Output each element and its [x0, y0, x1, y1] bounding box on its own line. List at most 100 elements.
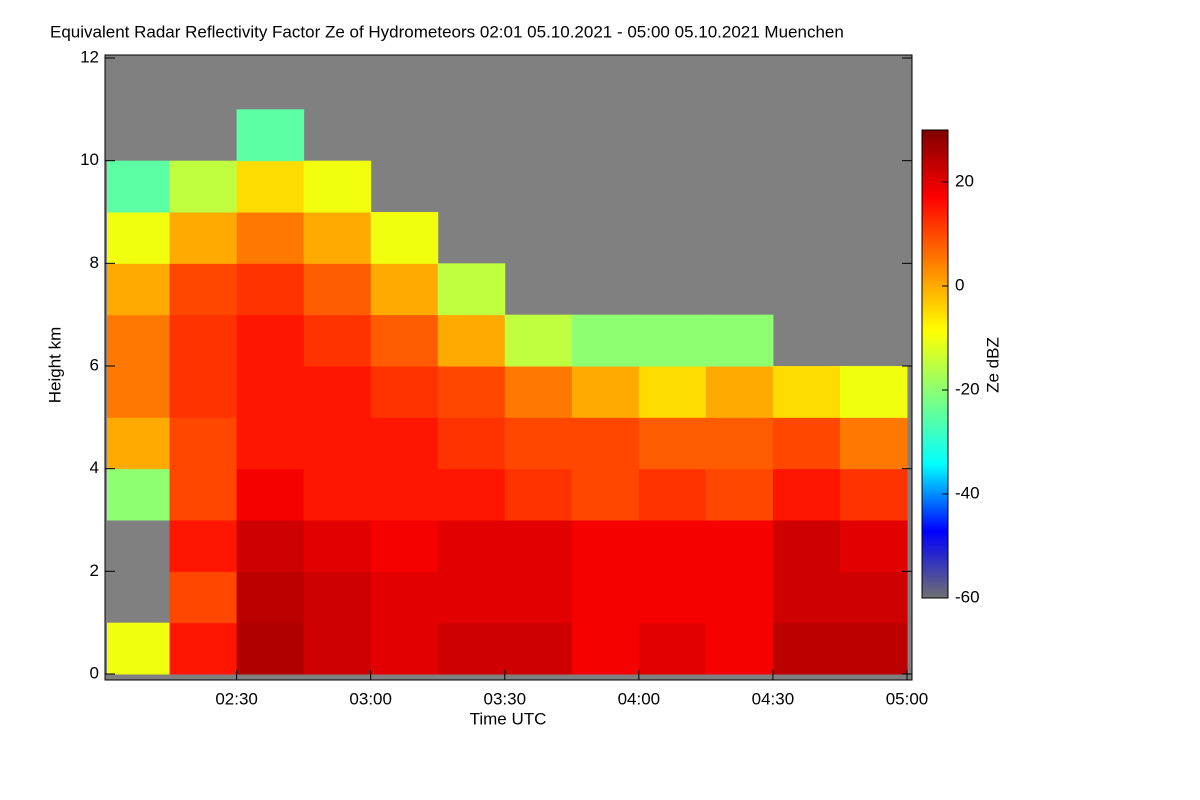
- colorbar: [921, 129, 949, 599]
- heatmap-cell: [839, 417, 908, 470]
- heatmap-cell: [504, 417, 573, 470]
- heatmap-cell: [303, 366, 372, 418]
- heatmap-cell: [236, 109, 305, 162]
- x-tick-label: 02:30: [215, 689, 258, 708]
- heatmap-cell: [370, 212, 439, 264]
- heatmap-cell: [169, 520, 238, 572]
- heatmap-cell: [437, 366, 506, 418]
- heatmap-cell: [638, 622, 707, 675]
- heatmap-cell: [303, 160, 372, 213]
- heatmap-cell: [571, 417, 640, 470]
- heatmap-cell: [303, 212, 372, 264]
- x-tick-label: 05:00: [886, 689, 929, 708]
- heatmap-cell: [638, 520, 707, 572]
- heatmap-cell: [638, 468, 707, 521]
- heatmap-cell: [169, 212, 238, 264]
- y-tick-label: 0: [90, 663, 99, 682]
- heatmap-cell: [504, 520, 573, 572]
- heatmap-cell: [370, 520, 439, 572]
- heatmap-cell: [107, 366, 171, 418]
- heatmap-cell: [772, 571, 841, 624]
- heatmap-cell: [705, 622, 774, 675]
- heatmap-cell: [370, 571, 439, 624]
- y-axis-label: Height km: [45, 327, 64, 404]
- heatmap-cell: [839, 622, 908, 675]
- heatmap-cell: [236, 468, 305, 521]
- heatmap-cell: [705, 314, 774, 367]
- heatmap-cell: [504, 622, 573, 675]
- colorbar-tick-label: 20: [955, 171, 974, 190]
- heatmap-cell: [107, 263, 171, 316]
- heatmap-cell: [571, 366, 640, 418]
- heatmap-cell: [638, 314, 707, 367]
- heatmap-cell: [437, 468, 506, 521]
- heatmap-cell: [705, 417, 774, 470]
- heatmap-cell: [772, 417, 841, 470]
- heatmap-cell: [638, 571, 707, 624]
- y-tick-label: 10: [80, 150, 99, 169]
- heatmap-cell: [303, 468, 372, 521]
- plot-frame: [104, 54, 913, 681]
- heatmap-cell: [169, 417, 238, 470]
- heatmap-cell: [107, 314, 171, 367]
- heatmap-cell: [107, 468, 171, 521]
- y-tick-label: 6: [90, 355, 99, 374]
- heatmap-cell: [638, 417, 707, 470]
- heatmap-cell: [236, 417, 305, 470]
- heatmap-cell: [504, 468, 573, 521]
- heatmap-cell: [236, 520, 305, 572]
- heatmap-cell: [705, 520, 774, 572]
- heatmap-cell: [370, 263, 439, 316]
- heatmap-cell: [169, 314, 238, 367]
- heatmap-cell: [236, 314, 305, 367]
- heatmap-cell: [169, 571, 238, 624]
- heatmap-cell: [370, 417, 439, 470]
- heatmap-cell: [107, 160, 171, 213]
- heatmap-cell: [437, 520, 506, 572]
- heatmap-cell: [437, 314, 506, 367]
- heatmap-cell: [236, 571, 305, 624]
- heatmap-cell: [107, 417, 171, 470]
- heatmap-cell: [370, 314, 439, 367]
- heatmap-cell: [303, 571, 372, 624]
- heatmap-cell: [303, 314, 372, 367]
- heatmap-cell: [169, 468, 238, 521]
- heatmap-cell: [236, 366, 305, 418]
- heatmap-cell: [772, 520, 841, 572]
- y-tick-label: 4: [90, 458, 99, 477]
- heatmap-cell: [772, 468, 841, 521]
- heatmap-cell: [839, 366, 908, 418]
- y-tick-label: 8: [90, 253, 99, 272]
- heatmap-cell: [705, 366, 774, 418]
- heatmap-cell: [839, 520, 908, 572]
- heatmap-cell: [504, 314, 573, 367]
- heatmap-cell: [571, 520, 640, 572]
- heatmap-cell: [772, 366, 841, 418]
- colorbar-label: Ze dBZ: [983, 337, 1002, 393]
- heatmap-cell: [303, 622, 372, 675]
- colorbar-tick-label: -60: [955, 587, 980, 606]
- heatmap-cell: [303, 520, 372, 572]
- heatmap-cell: [169, 263, 238, 316]
- y-tick-label: 12: [80, 47, 99, 66]
- x-tick-label: 03:30: [483, 689, 526, 708]
- heatmap-cell: [839, 571, 908, 624]
- x-tick-label: 03:00: [349, 689, 392, 708]
- heatmap-cell: [236, 160, 305, 213]
- heatmap-cell: [571, 622, 640, 675]
- heatmap-cell: [107, 212, 171, 264]
- heatmap-cell: [169, 160, 238, 213]
- heatmap-cell: [638, 366, 707, 418]
- heatmap-cell: [437, 263, 506, 316]
- heatmap-cell: [236, 263, 305, 316]
- heatmap-cell: [107, 622, 171, 675]
- heatmap-cell: [437, 571, 506, 624]
- heatmap-cell: [236, 622, 305, 675]
- heatmap-cell: [571, 314, 640, 367]
- colorbar-tick-label: 0: [955, 275, 964, 294]
- heatmap-cell: [504, 366, 573, 418]
- heatmap-cell: [571, 468, 640, 521]
- heatmap-cell: [169, 622, 238, 675]
- heatmap-cell: [839, 468, 908, 521]
